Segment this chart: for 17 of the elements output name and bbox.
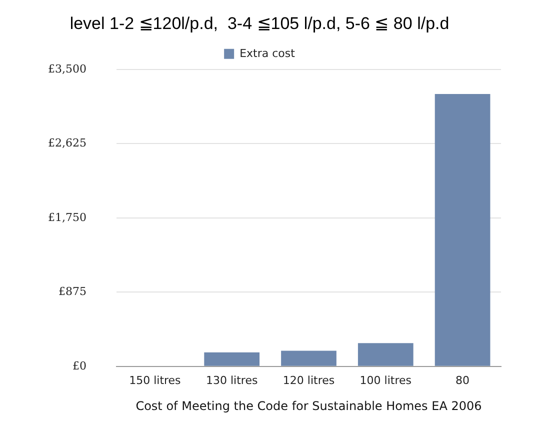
bar — [434, 94, 490, 366]
x-tick-label: 80 — [456, 374, 470, 387]
y-tick-label: £1,750 — [48, 210, 86, 224]
bar — [358, 343, 414, 366]
y-tick-label: £3,500 — [48, 62, 86, 76]
chart-title: level 1-2 ≦120l/p.d, 3-4 ≦105 l/p.d, 5-6 ≦ 80 l/p.d — [70, 14, 450, 33]
x-tick-label: 130 litres — [206, 374, 258, 387]
bar — [204, 352, 260, 366]
x-tick-label: 150 litres — [129, 374, 182, 387]
x-tick-label: 100 litres — [360, 374, 412, 387]
x-axis-title: Cost of Meeting the Code for Sustainable Homes EA 2006 — [136, 398, 482, 413]
y-tick-label: £875 — [58, 285, 86, 298]
x-tick-label: 120 litres — [282, 374, 335, 387]
y-tick-label: £0 — [72, 359, 86, 372]
legend-label: Extra cost — [240, 46, 296, 60]
bar — [281, 350, 336, 366]
y-tick-label: £2,625 — [48, 136, 86, 150]
